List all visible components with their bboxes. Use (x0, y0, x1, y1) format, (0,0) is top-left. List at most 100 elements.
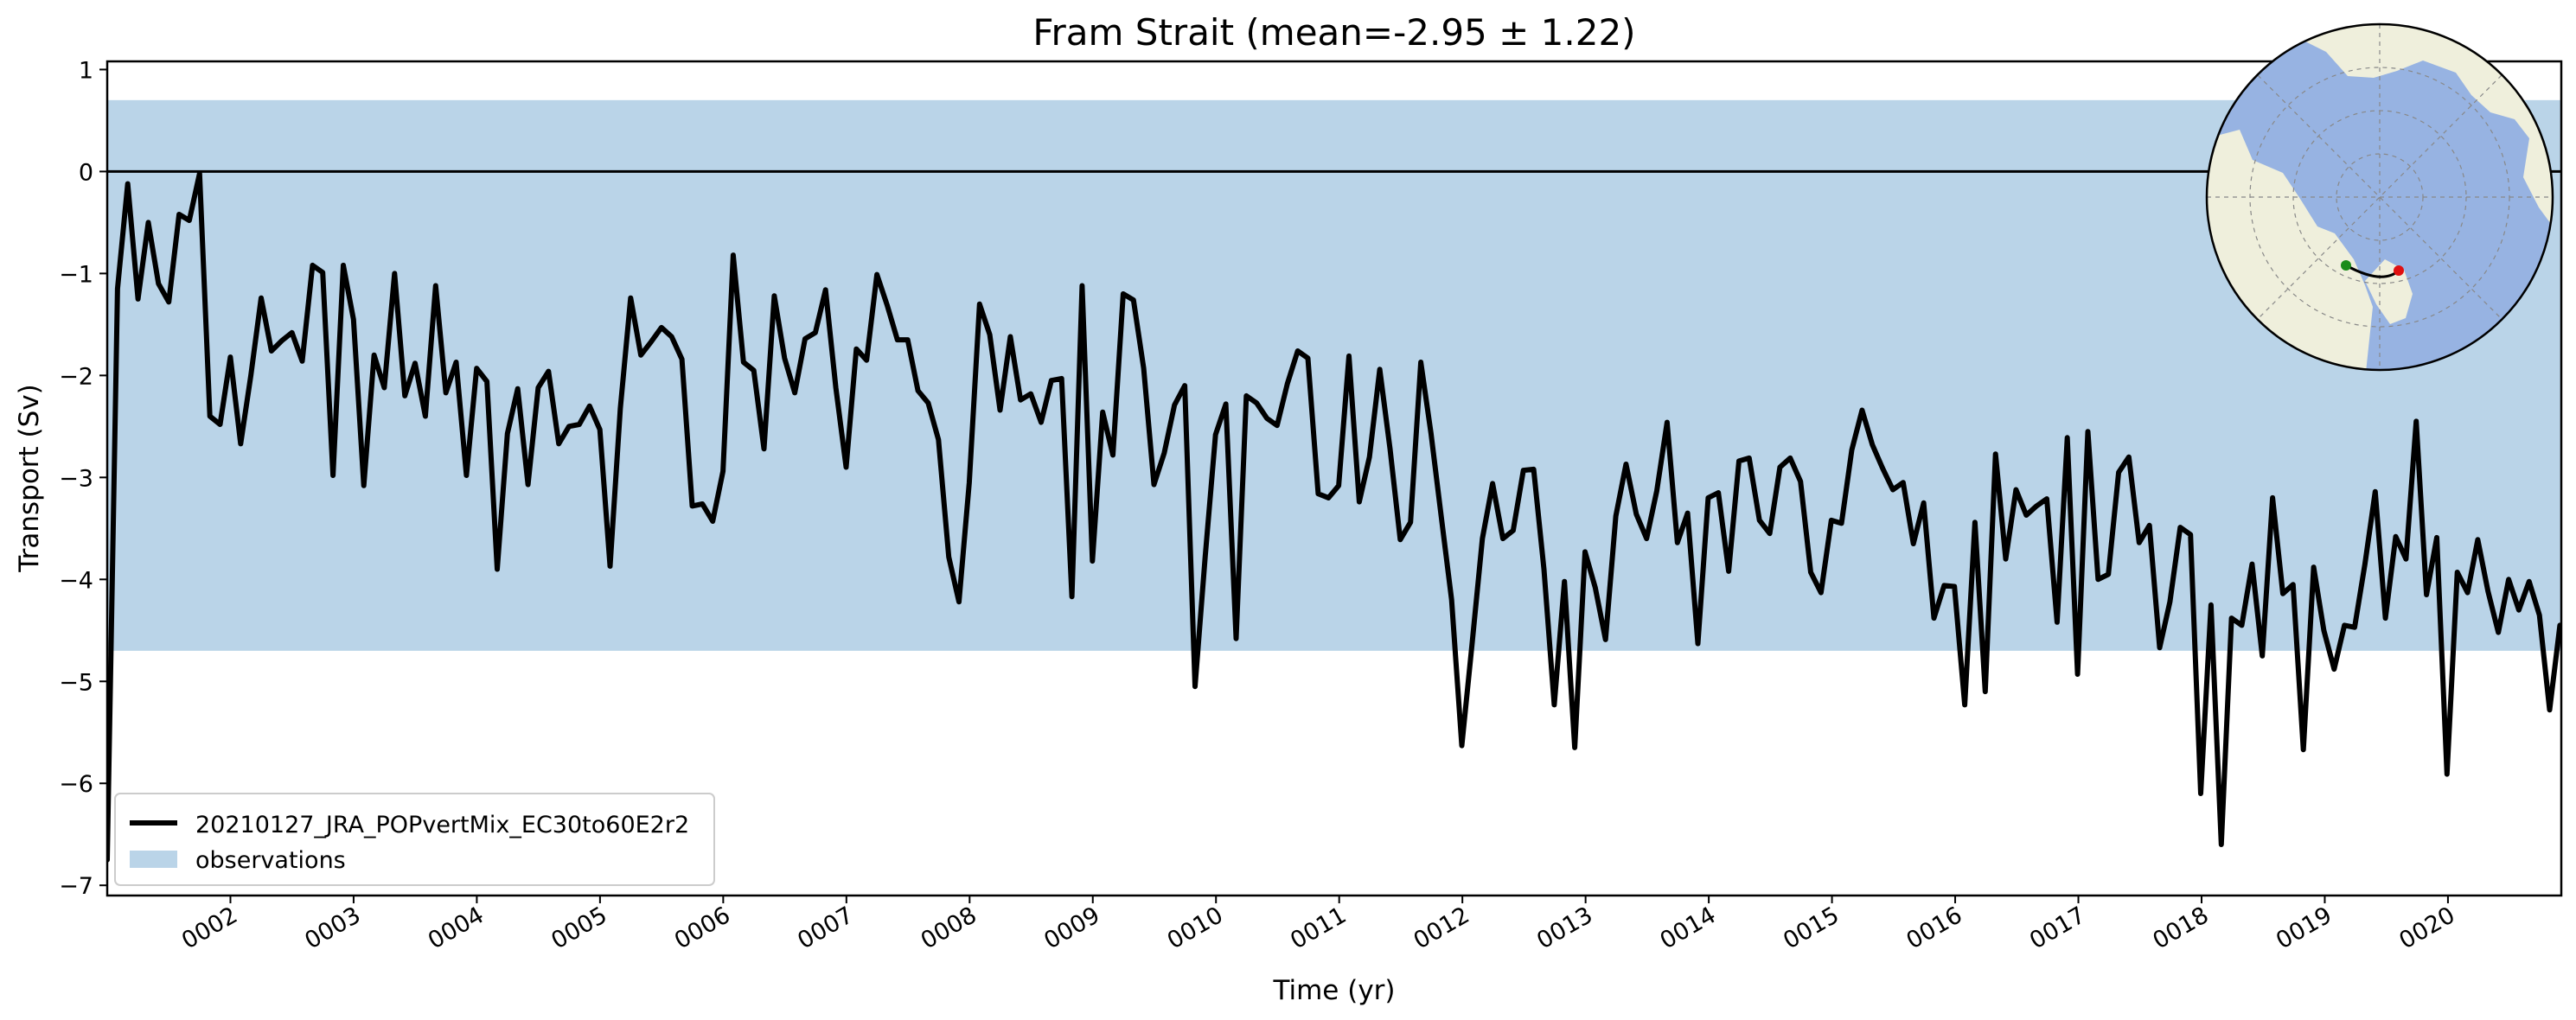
x-tick-label: 0018 (2148, 902, 2213, 954)
data-point (363, 485, 365, 487)
data-point (855, 348, 857, 350)
data-point (496, 569, 498, 570)
data-point (1738, 460, 1740, 462)
data-point (907, 339, 909, 341)
data-point (1851, 449, 1852, 450)
legend-box (114, 793, 715, 886)
data-point (1409, 521, 1411, 523)
data-point (753, 370, 755, 371)
x-tick-label: 0002 (177, 902, 242, 954)
data-point (1369, 456, 1371, 458)
chart-title: Fram Strait (mean=-2.95 ± 1.22) (1032, 11, 1635, 54)
data-point (2189, 533, 2191, 535)
data-point (568, 425, 570, 427)
data-point (393, 272, 395, 274)
data-point (486, 380, 488, 382)
data-point (2487, 590, 2489, 592)
data-point (897, 339, 898, 341)
data-point (137, 298, 139, 300)
data-point (1523, 469, 1525, 471)
data-point (414, 362, 416, 364)
data-point (2457, 571, 2458, 573)
data-point (1574, 747, 1576, 749)
data-point (2497, 632, 2499, 634)
data-point (240, 443, 241, 444)
x-tick-label: 0006 (670, 902, 735, 954)
data-point (1091, 560, 1093, 562)
y-tick-label: −3 (59, 465, 93, 492)
data-point (835, 387, 837, 388)
x-tick-label: 0011 (1286, 902, 1351, 954)
data-point (2261, 655, 2263, 657)
data-point (1882, 468, 1883, 469)
data-point (383, 387, 385, 388)
data-point (1677, 542, 1678, 544)
data-point (917, 390, 919, 392)
data-point (1923, 502, 1925, 504)
data-point (599, 429, 601, 430)
data-point (445, 392, 447, 393)
data-point (1061, 378, 1063, 379)
data-point (2210, 604, 2212, 606)
data-point (1163, 452, 1165, 454)
data-point (2005, 558, 2006, 560)
x-tick-label: 0017 (2025, 902, 2090, 954)
data-point (1789, 457, 1791, 459)
data-point (701, 503, 703, 505)
data-point (1276, 424, 1278, 426)
data-point (2313, 566, 2315, 568)
data-point (476, 367, 477, 369)
data-point (1225, 403, 1227, 405)
data-point (1625, 463, 1627, 465)
data-point (876, 274, 878, 276)
data-point (517, 388, 519, 390)
data-point (783, 357, 785, 359)
x-tick-label: 0014 (1656, 902, 1721, 954)
data-point (1122, 293, 1124, 295)
data-point (2077, 673, 2079, 675)
data-point (2138, 542, 2140, 544)
data-point (1553, 704, 1555, 705)
data-point (291, 332, 293, 334)
data-point (2446, 774, 2448, 775)
data-point (2231, 617, 2233, 619)
data-point (1512, 530, 1514, 532)
data-point (1399, 539, 1401, 540)
data-point (1133, 299, 1135, 301)
map-border (2205, 22, 2554, 372)
data-point (1287, 383, 1288, 385)
y-tick-label: 1 (79, 57, 93, 84)
data-point (2128, 456, 2130, 458)
legend: 20210127_JRA_POPvertMix_EC30to60E2r2 obs… (114, 793, 715, 886)
data-point (547, 371, 549, 373)
x-tick-label: 0008 (917, 902, 981, 954)
data-point (630, 297, 631, 299)
x-tick-label: 0009 (1039, 902, 1104, 954)
data-point (1820, 592, 1822, 594)
data-point (1358, 501, 1360, 503)
data-point (1297, 350, 1299, 352)
y-tick-label: 0 (79, 159, 93, 186)
data-point (117, 288, 118, 290)
data-point (1635, 513, 1637, 515)
data-point (1245, 395, 1247, 397)
data-point (1040, 422, 1042, 424)
y-tick-label: −1 (59, 261, 93, 288)
data-point (1707, 497, 1709, 499)
data-point (1871, 444, 1873, 446)
data-point (1964, 704, 1966, 705)
data-point (1584, 551, 1586, 552)
data-point (1861, 410, 1863, 411)
data-point (2097, 578, 2099, 580)
data-point (1256, 402, 1257, 404)
data-point (220, 424, 221, 425)
data-point (1236, 638, 1237, 640)
data-point (2385, 617, 2387, 619)
plot-frame (105, 60, 2563, 897)
data-point (2046, 498, 2048, 500)
data-point (2015, 489, 2017, 490)
data-point (465, 475, 467, 476)
data-point (404, 395, 406, 397)
data-point (1953, 586, 1955, 587)
data-point (2282, 593, 2284, 595)
